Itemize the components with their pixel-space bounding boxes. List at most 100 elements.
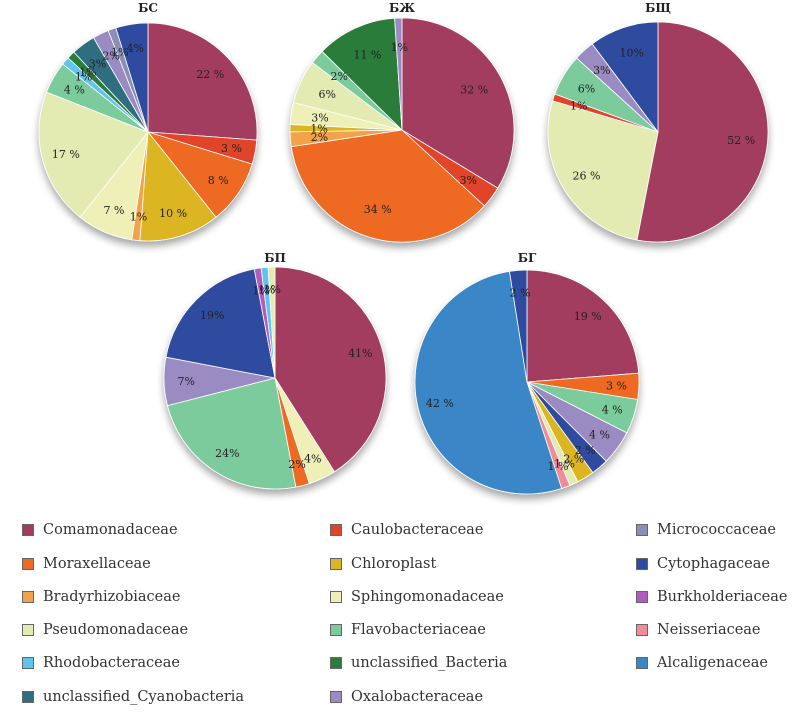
legend-item-chloroplast: Chloroplast (330, 554, 436, 574)
legend-label: Alcaligenaceae (657, 655, 768, 671)
slice-data-label: 3% (89, 58, 106, 71)
slice-data-label: 1% (570, 100, 587, 113)
pie-chart-3: БП 41% 4%2% 24% 7% 19% 1%1%1% (163, 251, 387, 490)
pie-slice-pseudomonadaceae (38, 91, 149, 218)
legend-item-alcaligenaceae: Alcaligenaceae (636, 653, 768, 673)
slice-data-label: 10 % (159, 207, 187, 220)
legend-label: Pseudomonadaceae (43, 622, 189, 638)
pie-slice-alcaligenaceae (414, 270, 563, 495)
legend-item-bradyrhizobiaceae: Bradyrhizobiaceae (22, 587, 180, 607)
slice-data-label: 3% (459, 174, 476, 187)
slice-data-label: 1 % (548, 460, 569, 473)
legend-label: Micrococcaceae (657, 522, 776, 538)
legend-swatch (330, 524, 342, 536)
slice-data-label: 6% (318, 88, 335, 101)
legend-item-rhodobacteraceae: Rhodobacteraceae (22, 653, 180, 673)
slice-data-label: 4 % (602, 404, 623, 417)
slice-data-label: 4 % (64, 84, 85, 97)
slice-data-label: 11 % (354, 49, 382, 62)
slice-data-label: 2 % (563, 452, 584, 465)
legend-item-caulobacteraceae: Caulobacteraceae (330, 520, 483, 540)
chart-title: БП (264, 251, 286, 265)
legend-label: Moraxellaceae (43, 556, 151, 572)
slice-data-label: 4% (127, 42, 144, 55)
pie-slices (163, 266, 387, 490)
slice-data-label: 26 % (573, 169, 601, 182)
slice-data-label: 1% (111, 46, 128, 59)
slice-data-label: 1% (79, 66, 96, 79)
pie-slice-flavobacteriaceae (167, 377, 297, 490)
legend-swatch (22, 657, 34, 669)
chart-title: БГ (518, 251, 537, 265)
slice-data-label: 6% (578, 83, 595, 96)
slice-data-label: 2% (330, 70, 347, 83)
legend-swatch (22, 591, 34, 603)
legend-item-moraxellaceae: Moraxellaceae (22, 554, 151, 574)
pie-chart-2: БЩ 52 % 26 % 1% 6% 3% 10% (547, 1, 769, 243)
legend-label: Chloroplast (351, 556, 437, 572)
pie-slice-cytophagaceae (165, 268, 276, 379)
legend-item-comamonadaceae: Comamonadaceae (22, 520, 178, 540)
slice-data-label: 32 % (460, 83, 488, 96)
legend-item-pseudomonadaceae: Pseudomonadaceae (22, 620, 188, 640)
legend-swatch (636, 524, 648, 536)
legend-swatch (22, 524, 34, 536)
legend-swatch (330, 558, 342, 570)
pie-slice-comamonadaceae (147, 22, 258, 141)
slice-data-label: 52 % (727, 134, 755, 147)
pie-slice-unclassified-bacteria (321, 17, 403, 132)
pie-slice-comamonadaceae (636, 21, 769, 243)
slice-data-label: 1% (391, 41, 408, 54)
slice-data-label: 22 % (196, 68, 224, 81)
slice-data-label: 1 % (554, 457, 575, 470)
pie-slice-pseudomonadaceae (267, 266, 276, 379)
pie-slice-chloroplast (139, 130, 217, 242)
legend-item-neisseriaceae: Neisseriaceae (636, 620, 761, 640)
legend-label: Rhodobacteraceae (43, 655, 180, 671)
slice-data-label: 17 % (52, 148, 80, 161)
legend-label: Flavobacteriaceae (351, 622, 486, 638)
slice-data-label: 10% (619, 47, 643, 60)
pie-slice-moraxellaceae (290, 129, 485, 243)
pie-slices (414, 269, 640, 495)
legend-label: Oxalobacteraceae (351, 689, 484, 705)
legend-swatch (330, 691, 342, 703)
pie-slice-oxalobacteraceae (394, 17, 403, 131)
legend-swatch (636, 624, 648, 636)
slice-data-label: 1% (263, 283, 280, 296)
pie-slice-comamonadaceae (274, 266, 387, 473)
pie-slice-comamonadaceae (401, 17, 515, 189)
slice-data-label: 1% (252, 284, 269, 297)
slice-data-label: 1% (258, 284, 275, 297)
legend-label: Comamonadaceae (43, 522, 178, 538)
slice-data-label: 3 % (221, 142, 242, 155)
legend-label: Bradyrhizobiaceae (43, 589, 181, 605)
slice-data-label: 1% (75, 71, 92, 84)
legend-label: Sphingomonadaceae (351, 589, 504, 605)
slice-data-label: 2 % (510, 287, 531, 300)
slice-data-label: 1% (130, 211, 147, 224)
slice-data-label: 41% (348, 347, 372, 360)
slice-data-label: 3 % (606, 380, 627, 393)
chart-title: БЖ (389, 1, 415, 15)
slice-data-label: 4% (304, 452, 321, 465)
pie-slice-cytophagaceae (509, 269, 528, 383)
legend-item-cytophagaceae: Cytophagaceae (636, 554, 770, 574)
legend-item-micrococcaceae: Micrococcaceae (636, 520, 776, 540)
legend-label: unclassified_Cyanobacteria (43, 689, 245, 705)
slice-data-label: 2% (311, 131, 328, 144)
pie-slices (289, 17, 515, 243)
legend-swatch (330, 591, 342, 603)
slice-data-label: 2 % (575, 444, 596, 457)
legend-label: Burkholderiaceae (657, 589, 788, 605)
pie-slice-pseudomonadaceae (547, 100, 659, 241)
legend-item-oxalobacteraceae: Oxalobacteraceae (330, 687, 483, 707)
slice-data-label: 2% (288, 458, 305, 471)
chart-title: БЩ (645, 1, 671, 15)
legend-swatch (330, 657, 342, 669)
pie-slice-comamonadaceae (526, 269, 640, 383)
